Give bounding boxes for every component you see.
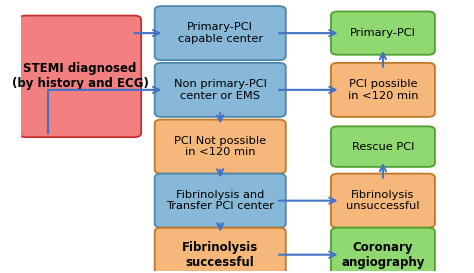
FancyBboxPatch shape [331, 63, 435, 117]
FancyBboxPatch shape [19, 16, 141, 137]
FancyBboxPatch shape [331, 174, 435, 228]
FancyBboxPatch shape [155, 174, 286, 228]
FancyBboxPatch shape [331, 228, 435, 273]
Text: Rescue PCI: Rescue PCI [352, 142, 414, 152]
FancyBboxPatch shape [155, 228, 286, 273]
Text: STEMI diagnosed
(by history and ECG): STEMI diagnosed (by history and ECG) [12, 62, 148, 90]
Text: Fibrinolysis
successful: Fibrinolysis successful [182, 241, 258, 269]
Text: Coronary
angiography: Coronary angiography [341, 241, 425, 269]
FancyBboxPatch shape [155, 6, 286, 60]
Text: Primary-PCI: Primary-PCI [350, 28, 416, 38]
Text: Fibrinolysis
unsuccessful: Fibrinolysis unsuccessful [346, 190, 419, 212]
FancyBboxPatch shape [155, 63, 286, 117]
FancyBboxPatch shape [331, 11, 435, 55]
Text: Fibrinolysis and
Transfer PCI center: Fibrinolysis and Transfer PCI center [166, 190, 274, 212]
Text: Primary-PCI
capable center: Primary-PCI capable center [178, 22, 263, 44]
FancyBboxPatch shape [331, 126, 435, 167]
Text: PCI possible
in <120 min: PCI possible in <120 min [347, 79, 418, 101]
FancyBboxPatch shape [155, 120, 286, 174]
Text: Non primary-PCI
center or EMS: Non primary-PCI center or EMS [174, 79, 267, 101]
Text: PCI Not possible
in <120 min: PCI Not possible in <120 min [174, 136, 266, 158]
